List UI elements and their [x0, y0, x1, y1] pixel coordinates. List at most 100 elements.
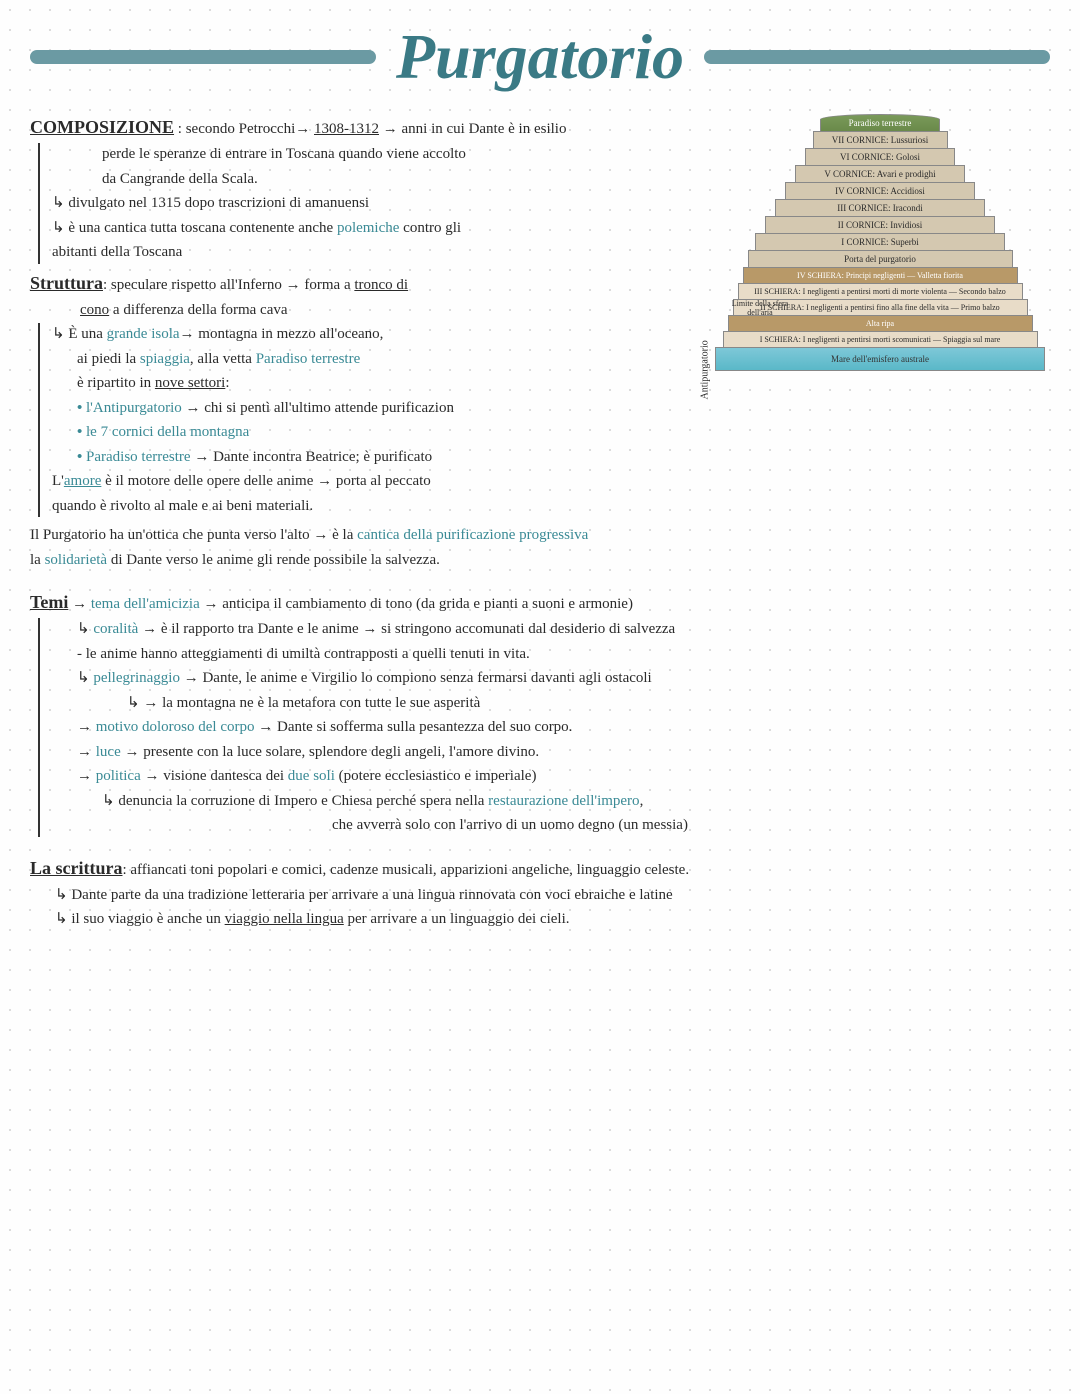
comp-5a: è una cantica tutta toscana contenente a… [68, 220, 337, 236]
temi-denuncia: denuncia la corruzione di Impero e Chies… [102, 790, 1050, 813]
str-cornici: le 7 cornici della montagna [77, 421, 690, 444]
composizione-line: COMPOSIZIONE : secondo Petrocchi→ 1308-1… [30, 114, 690, 141]
str-am-a: L' [52, 473, 64, 489]
struttura-heading: Struttura [30, 273, 103, 293]
temi-luce-txt: → presente con la luce solare, splendore… [124, 744, 539, 760]
temi-amicizia-txt: → anticipa il cambiamento di tono (da gr… [204, 596, 633, 612]
tier: III CORNICE: Iracondi [775, 199, 985, 217]
mid-solid: solidarietà [45, 552, 107, 568]
str-am: amore [64, 473, 101, 489]
comp-line2: perde le speranze di entrare in Toscana … [102, 143, 690, 166]
comp-text-1a: : secondo Petrocchi→ [178, 121, 314, 137]
mid-text: Il Purgatorio ha un'ottica che punta ver… [30, 524, 1050, 571]
comp-bracket: perde le speranze di entrare in Toscana … [38, 143, 690, 264]
str-2a: cono [80, 302, 109, 318]
temi-restaur: restaurazione dell'impero [488, 793, 639, 809]
text-column: COMPOSIZIONE : secondo Petrocchi→ 1308-1… [30, 114, 690, 519]
scr-line1: La scrittura: affiancati toni popolari e… [30, 855, 1050, 882]
tier: Alta ripa [728, 315, 1033, 332]
temi-messia: che avverrà solo con l'arrivo di un uomo… [332, 814, 1050, 837]
temi-politica: politica → visione dantesca dei due soli… [77, 765, 1050, 788]
temi-motivo: motivo doloroso del corpo → Dante si sof… [77, 716, 1050, 739]
page-title: Purgatorio [376, 20, 704, 94]
mid-line2: la solidarietà di Dante verso le anime g… [30, 549, 1050, 572]
tier: I SCHIERA: I negligenti a pentirsi morti… [723, 331, 1038, 348]
scr-line3: il suo viaggio è anche un viaggio nella … [55, 908, 1050, 931]
temi-pol-txt: → visione dantesca dei [145, 768, 288, 784]
antipurg-label: Antipurgatorio [700, 340, 711, 399]
scr-1: : affiancati toni popolari e comici, cad… [122, 862, 689, 878]
comp-5b: contro gli [399, 220, 461, 236]
comp-text-1b: → anni in cui Dante è in esilio [379, 121, 566, 137]
temi-coralita: coralità → è il rapporto tra Dante e le … [77, 618, 1050, 641]
tier: Porta del purgatorio [748, 250, 1013, 268]
comp-line4: divulgato nel 1315 dopo trascrizioni di … [52, 192, 690, 215]
temi-heading-line: Temi → tema dell'amicizia → anticipa il … [30, 589, 1050, 616]
str-p2-txt: → Dante incontra Beatrice; è purificato [191, 449, 433, 465]
mid-2a: la [30, 552, 45, 568]
str-tronco: tronco di [354, 277, 408, 293]
tier: Mare dell'emisfero australe [715, 347, 1045, 371]
str-3b: → montagna in mezzo all'oceano, [180, 326, 384, 342]
limite-label: Limite della sfera dell'aria [720, 299, 800, 317]
scr-viaggio: viaggio nella lingua [225, 911, 344, 927]
composizione-heading: COMPOSIZIONE [30, 117, 174, 137]
str-anti: l'Antipurgatorio → chi si pentì all'ulti… [77, 397, 690, 420]
str-line4: ai piedi la spiaggia, alla vetta Paradis… [77, 348, 690, 371]
mid-1a: Il Purgatorio ha un'ottica che punta ver… [30, 527, 357, 543]
temi-montagna: → la montagna ne è la metafora con tutte… [127, 692, 1050, 715]
mountain-diagram: Paradiso terrestreVII CORNICE: Lussurios… [710, 114, 1050, 519]
str-line3: È una grande isola→ montagna in mezzo al… [52, 323, 690, 346]
temi-pol-txt2: (potere ecclesiastico e imperiale) [335, 768, 537, 784]
str-line5: è ripartito in nove settori: [77, 372, 690, 395]
str-3a: È una [68, 326, 106, 342]
comp-polemiche: polemiche [337, 220, 399, 236]
tier: I CORNICE: Superbi [755, 233, 1005, 251]
scrittura-heading: La scrittura [30, 858, 122, 878]
tier: VI CORNICE: Golosi [805, 148, 955, 166]
tier: V CORNICE: Avari e prodighi [795, 165, 965, 183]
str-paradiso: Paradiso terrestre [256, 351, 361, 367]
tier: IV SCHIERA: Principi negligenti — Vallet… [743, 267, 1018, 284]
temi-section: Temi → tema dell'amicizia → anticipa il … [30, 589, 1050, 837]
temi-pell: pellegrinaggio → Dante, le anime e Virgi… [77, 667, 1050, 690]
scrittura-section: La scrittura: affiancati toni popolari e… [30, 855, 1050, 931]
comp-line3: da Cangrande della Scala. [102, 168, 690, 191]
str-amore-c: quando è rivolto al male e ai beni mater… [52, 495, 690, 518]
str-isola: grande isola [107, 326, 180, 342]
temi-duesoli: due soli [288, 768, 335, 784]
temi-cor-lbl: coralità [93, 621, 138, 637]
temi-pell-lbl: pellegrinaggio [93, 670, 180, 686]
temi-heading: Temi [30, 592, 68, 612]
comp-years: 1308-1312 [314, 121, 379, 137]
comp-line6: abitanti della Toscana [52, 241, 690, 264]
mountain-tiers: Paradiso terrestreVII CORNICE: Lussurios… [710, 114, 1050, 370]
str-amore: L'amore è il motore delle opere delle an… [52, 470, 690, 493]
temi-cor-txt: → è il rapporto tra Dante e le anime → s… [142, 621, 675, 637]
temi-bracket: coralità → è il rapporto tra Dante e le … [38, 618, 1050, 837]
str-2b: a differenza della forma cava [109, 302, 287, 318]
str-spiaggia: spiaggia [140, 351, 190, 367]
str-am-b: è il motore delle opere delle anime → po… [101, 473, 430, 489]
str-bracket: È una grande isola→ montagna in mezzo al… [38, 323, 690, 517]
mid-cantica: cantica della purificazione progressiva [357, 527, 588, 543]
tier: Paradiso terrestre [820, 114, 940, 132]
header-bar-left [30, 50, 376, 64]
str-4a: ai piedi la [77, 351, 140, 367]
str-anti-lbl: l'Antipurgatorio [86, 400, 182, 416]
str-4b: , alla vetta [190, 351, 256, 367]
scr-line2: Dante parte da una tradizione letteraria… [55, 884, 1050, 907]
temi-den-txt: denuncia la corruzione di Impero e Chies… [118, 793, 488, 809]
str-5b: : [225, 375, 229, 391]
scr-3b: per arrivare a un linguaggio dei cieli. [344, 911, 570, 927]
comp-line5: è una cantica tutta toscana contenente a… [52, 217, 690, 240]
str-para2: Paradiso terrestre → Dante incontra Beat… [77, 446, 690, 469]
temi-mot-lbl: motivo doloroso del corpo [96, 719, 255, 735]
temi-anime: - le anime hanno atteggiamenti di umiltà… [77, 643, 1050, 666]
str-p2-lbl: Paradiso terrestre [86, 449, 191, 465]
str-anti-txt: → chi si pentì all'ultimo attende purifi… [182, 400, 454, 416]
header-bar-right [704, 50, 1050, 64]
mid-line1: Il Purgatorio ha un'ottica che punta ver… [30, 524, 1050, 547]
temi-luce-lbl: luce [96, 744, 121, 760]
tier: IV CORNICE: Accidiosi [785, 182, 975, 200]
